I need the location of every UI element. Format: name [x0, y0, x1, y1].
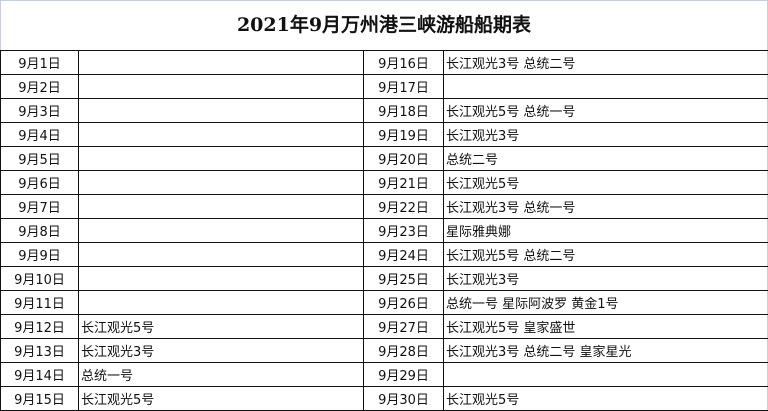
table-row: 9月4日 9月19日 长江观光3号 — [0, 122, 768, 147]
table-row: 9月12日 长江观光5号 9月27日 长江观光5号 皇家盛世 — [0, 314, 768, 339]
table-row: 9月9日 9月24日 长江观光5号 总统二号 — [0, 242, 768, 267]
ships-cell[interactable] — [443, 74, 768, 99]
date-cell[interactable]: 9月28日 — [363, 338, 444, 363]
date-cell[interactable]: 9月2日 — [0, 74, 79, 99]
ships-cell[interactable] — [78, 266, 364, 291]
date-cell[interactable]: 9月10日 — [0, 266, 79, 291]
date-cell[interactable]: 9月15日 — [0, 386, 79, 411]
ships-cell[interactable] — [78, 98, 364, 123]
ships-cell[interactable] — [78, 194, 364, 219]
date-cell[interactable]: 9月4日 — [0, 122, 79, 147]
date-cell[interactable]: 9月30日 — [363, 386, 444, 411]
table-row: 9月6日 9月21日 长江观光5号 — [0, 170, 768, 195]
ships-cell[interactable]: 长江观光3号 — [443, 122, 768, 147]
date-cell[interactable]: 9月3日 — [0, 98, 79, 123]
date-cell[interactable]: 9月18日 — [363, 98, 444, 123]
table-row: 9月15日 长江观光5号 9月30日 长江观光5号 — [0, 386, 768, 411]
table-row: 9月10日 9月25日 长江观光3号 — [0, 266, 768, 291]
date-cell[interactable]: 9月19日 — [363, 122, 444, 147]
ships-cell[interactable]: 总统一号 — [78, 362, 364, 387]
date-cell[interactable]: 9月5日 — [0, 146, 79, 171]
ships-cell[interactable]: 长江观光5号 皇家盛世 — [443, 314, 768, 339]
date-cell[interactable]: 9月6日 — [0, 170, 79, 195]
date-cell[interactable]: 9月7日 — [0, 194, 79, 219]
ships-cell[interactable]: 长江观光5号 — [443, 170, 768, 195]
ships-cell[interactable]: 星际雅典娜 — [443, 218, 768, 243]
table-row: 9月8日 9月23日 星际雅典娜 — [0, 218, 768, 243]
date-cell[interactable]: 9月8日 — [0, 218, 79, 243]
ships-cell[interactable] — [78, 74, 364, 99]
schedule-table: 9月1日 9月16日 长江观光3号 总统二号 9月2日 9月17日 9月3日 9月18日 长江… — [0, 50, 768, 411]
ships-cell[interactable]: 总统二号 — [443, 146, 768, 171]
table-row: 9月2日 9月17日 — [0, 74, 768, 99]
ships-cell[interactable] — [78, 218, 364, 243]
ships-cell[interactable]: 总统一号 星际阿波罗 黄金1号 — [443, 290, 768, 315]
table-row: 9月7日 9月22日 长江观光3号 总统一号 — [0, 194, 768, 219]
ships-cell[interactable] — [443, 362, 768, 387]
ships-cell[interactable]: 长江观光3号 — [443, 266, 768, 291]
ships-cell[interactable]: 长江观光5号 总统一号 — [443, 98, 768, 123]
date-cell[interactable]: 9月13日 — [0, 338, 79, 363]
table-row: 9月1日 9月16日 长江观光3号 总统二号 — [0, 50, 768, 75]
ships-cell[interactable] — [78, 122, 364, 147]
date-cell[interactable]: 9月26日 — [363, 290, 444, 315]
ships-cell[interactable] — [78, 242, 364, 267]
date-cell[interactable]: 9月27日 — [363, 314, 444, 339]
ships-cell[interactable]: 长江观光3号 总统二号 — [443, 50, 768, 75]
ships-cell[interactable]: 长江观光5号 — [78, 314, 364, 339]
date-cell[interactable]: 9月9日 — [0, 242, 79, 267]
table-row: 9月3日 9月18日 长江观光5号 总统一号 — [0, 98, 768, 123]
ships-cell[interactable] — [78, 50, 364, 75]
ships-cell[interactable] — [78, 146, 364, 171]
date-cell[interactable]: 9月21日 — [363, 170, 444, 195]
date-cell[interactable]: 9月29日 — [363, 362, 444, 387]
table-row: 9月11日 9月26日 总统一号 星际阿波罗 黄金1号 — [0, 290, 768, 315]
page-title: 2021年9月万州港三峡游船船期表 — [236, 14, 532, 36]
table-row: 9月13日 长江观光3号 9月28日 长江观光3号 总统二号 皇家星光 — [0, 338, 768, 363]
date-cell[interactable]: 9月14日 — [0, 362, 79, 387]
ships-cell[interactable] — [78, 290, 364, 315]
date-cell[interactable]: 9月24日 — [363, 242, 444, 267]
date-cell[interactable]: 9月22日 — [363, 194, 444, 219]
ships-cell[interactable]: 长江观光3号 总统一号 — [443, 194, 768, 219]
date-cell[interactable]: 9月1日 — [0, 50, 79, 75]
ships-cell[interactable]: 长江观光3号 — [78, 338, 364, 363]
ships-cell[interactable] — [78, 170, 364, 195]
date-cell[interactable]: 9月16日 — [363, 50, 444, 75]
date-cell[interactable]: 9月11日 — [0, 290, 79, 315]
date-cell[interactable]: 9月23日 — [363, 218, 444, 243]
date-cell[interactable]: 9月25日 — [363, 266, 444, 291]
table-row: 9月14日 总统一号 9月29日 — [0, 362, 768, 387]
ships-cell[interactable]: 长江观光5号 — [443, 386, 768, 411]
ships-cell[interactable]: 长江观光5号 总统二号 — [443, 242, 768, 267]
date-cell[interactable]: 9月17日 — [363, 74, 444, 99]
date-cell[interactable]: 9月20日 — [363, 146, 444, 171]
ships-cell[interactable]: 长江观光3号 总统二号 皇家星光 — [443, 338, 768, 363]
ships-cell[interactable]: 长江观光5号 — [78, 386, 364, 411]
table-row: 9月5日 9月20日 总统二号 — [0, 146, 768, 171]
date-cell[interactable]: 9月12日 — [0, 314, 79, 339]
